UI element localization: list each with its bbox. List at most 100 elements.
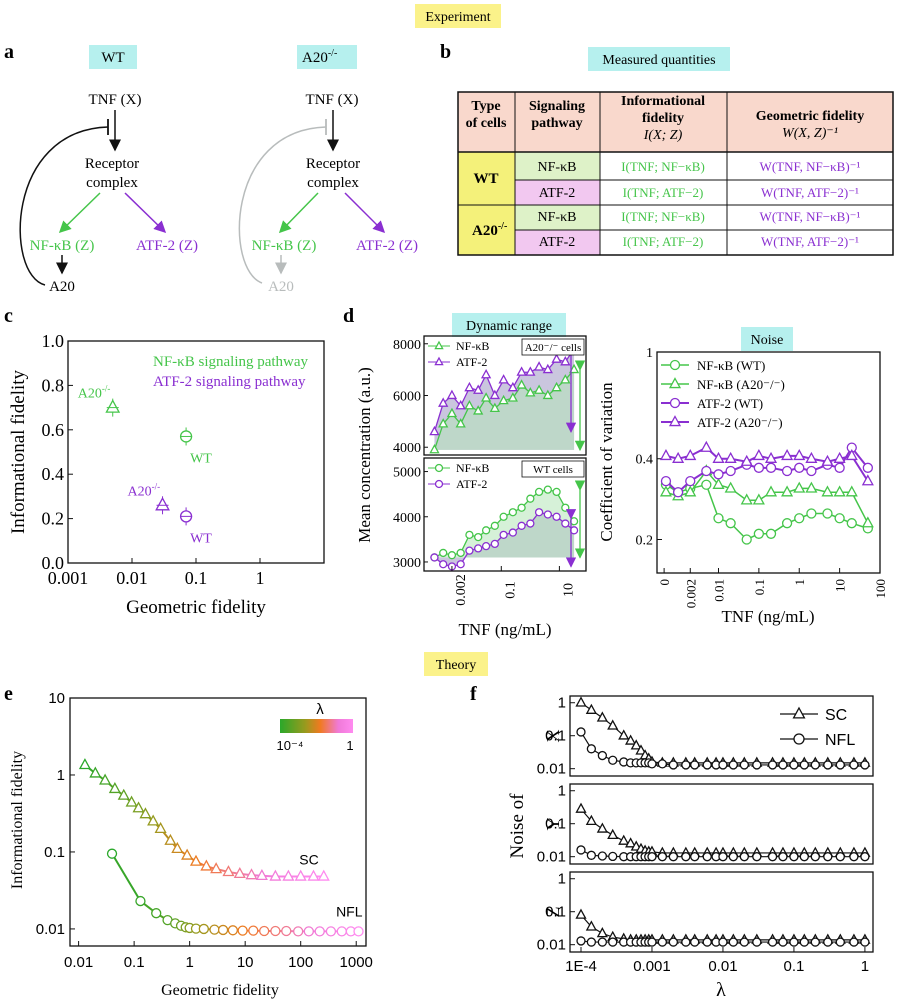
d-bottom-atf2-point xyxy=(456,560,465,569)
chart-e-xlabel: Geometric fidelity xyxy=(161,982,279,999)
a20-badge-label: A20-/- xyxy=(302,48,337,66)
chart-c-ytick-label: 0.0 xyxy=(42,553,65,573)
chart-e-sc-point xyxy=(317,869,330,881)
experiment-badge xyxy=(415,4,501,28)
chart-e-nfl-point xyxy=(353,926,364,937)
chart-f-nfl-point xyxy=(718,937,728,947)
chart-f-sc-point xyxy=(596,927,608,938)
d-top-nfkb-point xyxy=(438,418,449,428)
d-top-nfkb-point xyxy=(551,381,562,392)
noise-point xyxy=(740,454,753,466)
chart-c-ytick-label: 1.0 xyxy=(42,331,65,351)
d-bottom-atf2-point xyxy=(534,508,544,517)
d-top-nfkb-point xyxy=(498,394,509,405)
wt-diagram: TNF (X) Receptor complex NF-κB (Z) ATF-2… xyxy=(19,92,198,295)
d-top-nfkb-point xyxy=(533,384,545,394)
noise-series-line xyxy=(665,446,869,482)
chart-e-sc-point xyxy=(200,859,213,871)
chart-f-legend-nfl: NFL xyxy=(825,732,855,749)
chart-e-colorbar-max: 1 xyxy=(346,738,353,753)
chart-f-sc-point xyxy=(585,920,597,931)
noise-point xyxy=(781,485,794,497)
d-bottom-nfkb-area xyxy=(434,489,575,558)
chart-f-nfl-point xyxy=(810,760,820,770)
chart-e-nfl-point xyxy=(217,924,229,936)
wt-complex-label: complex xyxy=(86,175,138,191)
chart-f-ytick-label: 0.01 xyxy=(537,849,566,866)
noise-xtick-label: 0.002 xyxy=(683,579,698,608)
noise-point xyxy=(764,485,778,497)
chart-f: Noise of X 1 0.1 0.01 Y 1 0.1 0.01 Z 1 0.1 0.01 SC NFL… xyxy=(507,695,874,1001)
noise-point xyxy=(834,513,845,524)
noise-point xyxy=(845,485,858,497)
a20-complex-label: complex xyxy=(307,175,359,191)
d-bottom-legend-nfkb: NF-κB xyxy=(456,461,489,475)
d-top-legend-nfkb-marker xyxy=(434,340,444,350)
chart-c-ylabel: Informational fidelity xyxy=(8,369,29,534)
noise-point xyxy=(712,451,725,463)
chart-f-nfl-point xyxy=(789,852,799,862)
d-bottom-nfkb-point xyxy=(543,485,552,494)
chart-f-legend-sc-marker xyxy=(792,706,806,719)
chart-c-legend-nfkb: NF-κB signaling pathway xyxy=(153,354,309,370)
chart-e-sc-label: SC xyxy=(299,851,318,867)
chart-f-nfl-point xyxy=(681,852,691,862)
d-bottom-atf2-point xyxy=(508,528,518,537)
chart-f-sc-point xyxy=(618,834,630,845)
d-bottom-atf2-point xyxy=(430,553,439,562)
chart-f-nfl-point xyxy=(767,937,778,947)
noise-point xyxy=(781,449,794,461)
noise-point xyxy=(793,481,806,493)
chart-e-nfl-point xyxy=(135,895,146,907)
table-header-text: W(X, Z)⁻¹ xyxy=(782,126,838,141)
chart-f-nfl-point xyxy=(597,750,608,761)
chart-e-ylabel: Informational fidelity xyxy=(9,751,26,889)
chart-c-point-label: A20-/- xyxy=(78,384,111,402)
chart-e-sc-point xyxy=(307,869,320,881)
noise-point xyxy=(833,451,846,463)
chart-f-nfl-point xyxy=(702,852,712,862)
chart-e-nfl-point xyxy=(248,925,259,936)
chart-e-sc-point xyxy=(222,865,235,877)
chart-c: 0.001 0.01 0.1 1 0.0 0.2 0.4 0.6 0.8 1.0 Geometric… xyxy=(8,331,325,618)
d-top-ytick-label: 4000 xyxy=(393,441,421,456)
chart-f-ytick-label: 0.1 xyxy=(545,728,566,745)
noise-point xyxy=(821,485,834,497)
chart-e-sc-point xyxy=(255,868,268,881)
d-bottom-legend-nfkb-marker xyxy=(434,463,444,473)
chart-c-point-label: WT xyxy=(190,531,212,546)
chart-f-nfl-point xyxy=(767,760,778,770)
noise-point xyxy=(765,462,777,473)
chart-f-nfl-point xyxy=(835,760,845,770)
d-bottom-atf2-point xyxy=(517,521,526,530)
chart-f-nfl-point xyxy=(849,760,859,770)
d-bottom-nfkb-point xyxy=(499,512,508,521)
d-ylabel: Mean concentration (a.u.) xyxy=(355,367,374,543)
chart-f-nfl-point xyxy=(668,852,678,862)
chart-f-nfl-point xyxy=(835,937,845,947)
chart-e-sc-point xyxy=(117,788,130,800)
d-top-nfkb-point xyxy=(542,389,553,400)
chart-f-sc-point xyxy=(630,739,642,750)
chart-e-nfl-point xyxy=(227,925,239,936)
noise-point xyxy=(821,454,834,466)
chart-e-sc-point xyxy=(78,758,91,770)
noise-point xyxy=(806,508,817,519)
d-bottom-legend-atf2-marker xyxy=(434,479,444,489)
chart-e-sc-point xyxy=(108,782,121,794)
chart-f-nfl-point xyxy=(739,937,749,947)
chart-f-nfl-point xyxy=(739,760,749,770)
d-bottom-nfkb-point xyxy=(439,548,448,558)
a20-diagram: TNF (X) Receptor complex NF-κB (Z) ATF-2… xyxy=(238,92,418,295)
a20-receptor-label: Receptor xyxy=(306,156,360,172)
chart-f-nfl-point xyxy=(608,851,618,862)
table-pathway: NF-κB xyxy=(538,160,577,175)
noise-point xyxy=(794,513,805,524)
noise-legend-marker xyxy=(668,415,682,427)
chart-e-xtick-label: 100 xyxy=(288,954,313,971)
chart-f-ytick-label: 1 xyxy=(558,783,566,800)
chart-e-sc-point xyxy=(233,866,246,879)
d-bottom-atf2-point xyxy=(481,541,491,551)
panel-e-label: e xyxy=(4,683,13,705)
noise-xtick-label: 0.01 xyxy=(711,579,726,602)
